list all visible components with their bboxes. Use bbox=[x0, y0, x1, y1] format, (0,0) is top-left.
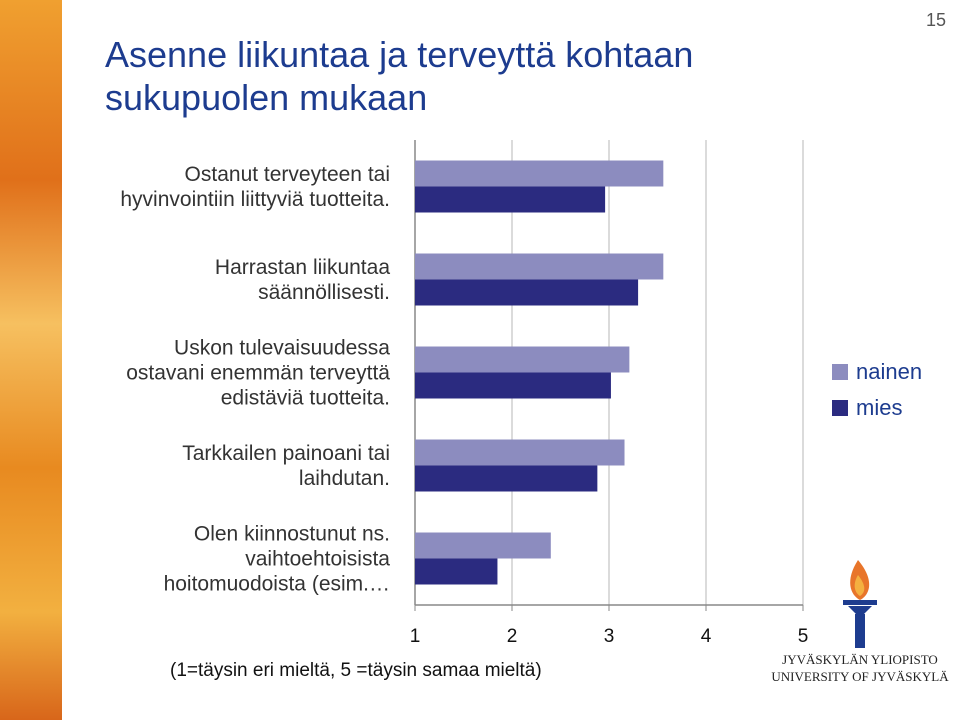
bar bbox=[415, 465, 598, 492]
y-tick-label: Harrastan liikuntaa säännöllisesti. bbox=[214, 255, 390, 304]
y-tick-label: Uskon tulevaisuudessa ostavani enemmän t… bbox=[126, 336, 390, 409]
chart-title: Asenne liikuntaa ja terveyttä kohtaan su… bbox=[105, 34, 694, 118]
logo-text: JYVÄSKYLÄN YLIOPISTO bbox=[782, 652, 938, 667]
bar bbox=[415, 372, 611, 399]
legend-label: nainen bbox=[856, 359, 922, 384]
x-tick-label: 2 bbox=[507, 626, 518, 647]
logo-emblem bbox=[843, 560, 877, 648]
y-tick-label: Olen kiinnostunut ns. vaihtoehtoisista h… bbox=[163, 522, 390, 595]
legend-label: mies bbox=[856, 395, 902, 420]
x-axis-label: (1=täysin eri mieltä, 5 =täysin samaa mi… bbox=[170, 660, 542, 681]
bar bbox=[415, 279, 639, 306]
leaf-strip bbox=[0, 0, 62, 720]
y-tick-label: Ostanut terveyteen tai hyvinvointiin lii… bbox=[120, 162, 390, 211]
legend-swatch bbox=[832, 400, 848, 416]
legend-swatch bbox=[832, 364, 848, 380]
bar bbox=[415, 160, 664, 187]
x-tick-label: 1 bbox=[410, 626, 421, 647]
x-tick-label: 4 bbox=[701, 626, 712, 647]
x-tick-label: 5 bbox=[798, 626, 809, 647]
page-number: 15 bbox=[925, 10, 946, 30]
bar bbox=[415, 532, 551, 559]
x-tick-label: 3 bbox=[604, 626, 615, 647]
bar bbox=[415, 558, 498, 585]
bar bbox=[415, 186, 606, 213]
logo-text: UNIVERSITY OF JYVÄSKYLÄ bbox=[771, 669, 949, 684]
y-tick-label: Tarkkailen painoani tai laihdutan. bbox=[182, 441, 390, 490]
bar bbox=[415, 439, 625, 466]
bar bbox=[415, 253, 664, 280]
bar bbox=[415, 346, 630, 373]
